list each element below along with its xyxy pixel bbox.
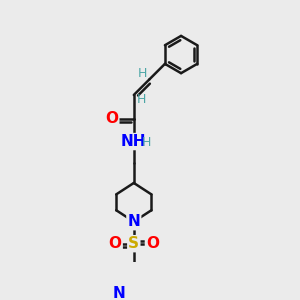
Text: H: H [136,93,146,106]
Text: H: H [142,136,152,149]
Text: NH: NH [121,134,147,149]
Text: N: N [112,286,125,300]
Text: O: O [146,236,159,251]
Text: N: N [128,214,140,229]
Text: S: S [128,236,139,251]
Text: O: O [109,236,122,251]
Text: O: O [105,111,118,126]
Text: H: H [137,67,147,80]
